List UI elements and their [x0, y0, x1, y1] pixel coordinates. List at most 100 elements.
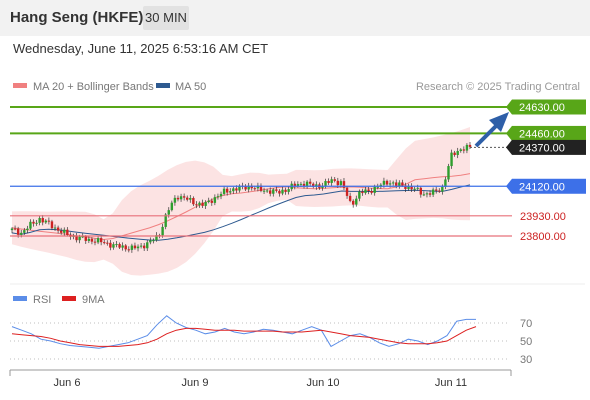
rsi-line — [11, 315, 476, 349]
candle-body — [441, 186, 444, 192]
price-levels: 24630.00 24460.00 24370.00 24120.00 23930.00… — [10, 99, 586, 243]
candle-body — [416, 187, 419, 189]
candle-body — [201, 202, 204, 206]
candle-body — [281, 189, 284, 194]
candle-body — [167, 210, 170, 215]
candle-body — [84, 236, 87, 241]
candle-body — [376, 186, 379, 188]
candle-body — [23, 230, 26, 233]
candle-body — [232, 188, 235, 192]
candle-body — [26, 228, 29, 231]
candle-body — [259, 185, 263, 191]
level-label-current: 24370.00 — [519, 142, 565, 154]
candle-body — [50, 221, 54, 229]
candle-body — [444, 179, 447, 187]
level-label-support: 23930.00 — [520, 211, 566, 223]
candle-body — [238, 185, 241, 191]
level-tag-pointer — [506, 125, 512, 141]
candle-body — [456, 150, 459, 155]
candle-body — [204, 201, 207, 206]
candle-body — [434, 189, 438, 191]
time-axis: Jun 6 Jun 9 Jun 10 Jun 11 — [9, 369, 512, 389]
candle-body — [299, 183, 303, 185]
candle-body — [142, 245, 146, 249]
level-tag-resistance — [512, 99, 586, 115]
candle-body — [173, 197, 177, 203]
ma9-legend-label: 9MA — [82, 294, 105, 306]
x-tick-label: Jun 9 — [182, 377, 209, 389]
candle-body — [118, 244, 121, 248]
candle-body — [112, 244, 115, 248]
candle-body — [164, 214, 167, 227]
level-label-pivot: 24120.00 — [519, 181, 565, 193]
forecast-arrow-head — [489, 112, 509, 132]
ma20-line — [11, 173, 471, 241]
candle-body — [327, 181, 330, 183]
candle-body — [321, 185, 324, 188]
candle-body — [447, 166, 450, 180]
candle-body — [342, 181, 346, 188]
candle-body — [75, 235, 78, 241]
candle-body — [59, 230, 63, 233]
candle-body — [244, 186, 247, 190]
candle-body — [302, 183, 306, 187]
interval-button[interactable]: 30 MIN — [143, 6, 189, 30]
candle-body — [47, 220, 51, 222]
candle-body — [213, 197, 217, 203]
candle-body — [222, 188, 226, 194]
candle-body — [385, 180, 389, 185]
ma50-line — [11, 184, 471, 241]
candle-body — [419, 187, 423, 195]
candle-body — [364, 189, 367, 194]
level-label-resistance: 24630.00 — [519, 102, 565, 114]
rsi-tick-label: 30 — [520, 354, 532, 366]
candle-body — [229, 191, 232, 193]
candle-body — [431, 189, 435, 195]
candle-body — [103, 242, 106, 244]
candle-body — [312, 183, 315, 187]
candle-body — [192, 197, 195, 205]
candle-body — [391, 182, 395, 184]
candle-body — [351, 200, 355, 205]
candle-body — [109, 242, 112, 248]
candle-body — [453, 152, 456, 155]
candle-body — [438, 190, 441, 192]
candle-body — [149, 240, 152, 243]
candle-body — [345, 187, 349, 196]
candle-body — [219, 193, 223, 197]
candle-body — [121, 245, 124, 248]
level-label-support: 23800.00 — [520, 231, 566, 243]
candle-body — [336, 180, 340, 186]
candle-body — [87, 238, 91, 241]
ma9-line — [11, 326, 477, 347]
x-tick-label: Jun 10 — [306, 377, 339, 389]
candle-body — [56, 227, 60, 231]
ma20-legend-label: MA 20 + Bollinger Bands — [33, 81, 154, 93]
candle-body — [235, 188, 238, 191]
candle-body — [404, 185, 407, 189]
candle-body — [428, 193, 432, 195]
candle-body — [182, 196, 186, 198]
candle-body — [210, 200, 213, 203]
level-tag-current — [512, 139, 586, 155]
research-credit: Research © 2025 Trading Central — [416, 81, 580, 93]
candle-body — [275, 189, 278, 191]
candle-body — [395, 182, 398, 186]
candle-body — [146, 242, 149, 249]
candle-body — [32, 221, 35, 224]
candle-body — [293, 183, 296, 187]
candle-body — [93, 241, 97, 243]
candle-body — [348, 195, 352, 201]
rsi-tick-label: 70 — [520, 318, 532, 330]
bollinger-band-area — [12, 127, 470, 276]
candle-body — [16, 228, 20, 235]
rsi-tick-label: 50 — [520, 336, 532, 348]
bollinger-bands — [12, 127, 470, 276]
candle-body — [355, 198, 358, 205]
ma50-legend-label: MA 50 — [175, 81, 206, 93]
candle-body — [179, 196, 183, 200]
candle-body — [161, 226, 164, 236]
candle-body — [133, 245, 137, 249]
candle-body — [410, 186, 413, 190]
candle-body — [265, 190, 269, 192]
